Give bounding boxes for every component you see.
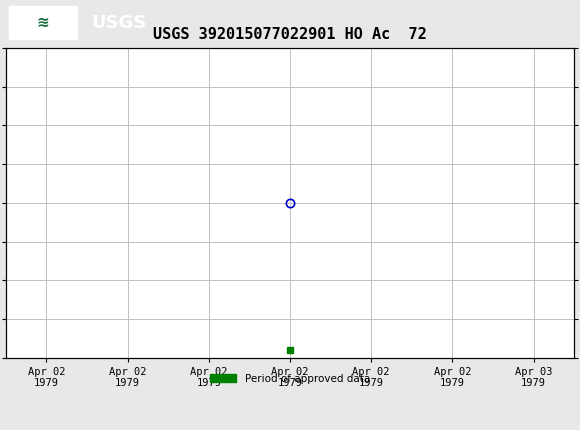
Legend: Period of approved data: Period of approved data — [206, 370, 374, 388]
Bar — [9, 6, 77, 39]
Title: USGS 392015077022901 HO Ac  72: USGS 392015077022901 HO Ac 72 — [153, 28, 427, 43]
Text: USGS: USGS — [91, 14, 146, 32]
Text: ≋: ≋ — [37, 15, 49, 29]
